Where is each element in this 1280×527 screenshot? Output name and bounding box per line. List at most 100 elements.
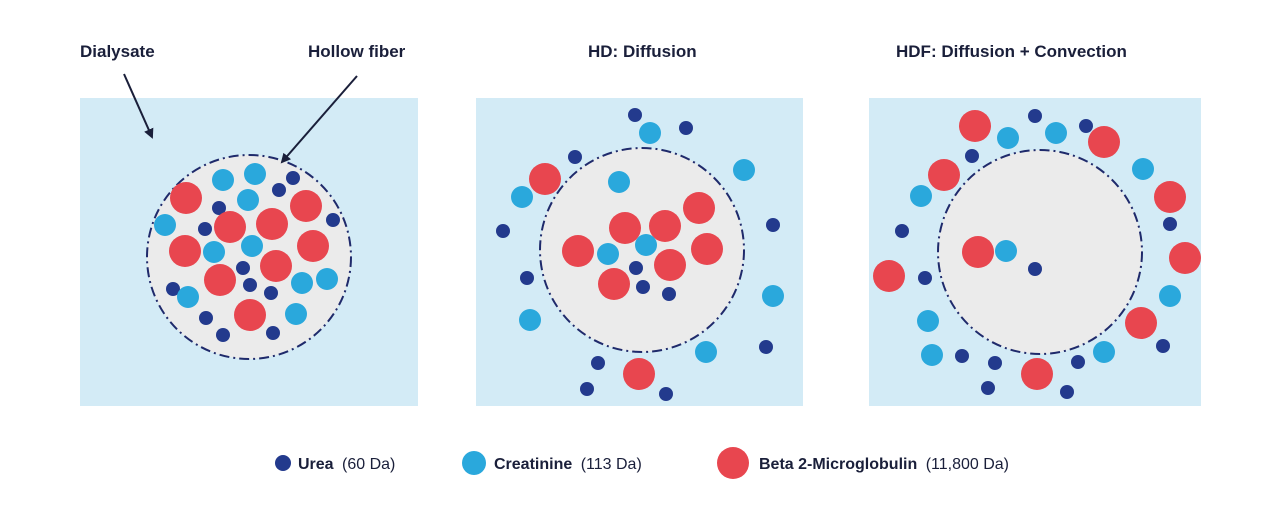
creatinine-molecule	[635, 234, 657, 256]
creatinine-molecule	[244, 163, 266, 185]
beta2-microglobulin-molecule	[562, 235, 594, 267]
beta2-microglobulin-molecule	[683, 192, 715, 224]
beta2-microglobulin-molecule	[959, 110, 991, 142]
urea-molecule	[628, 108, 642, 122]
beta2-microglobulin-molecule	[649, 210, 681, 242]
molecules-hdf-diffusion-convection	[873, 109, 1201, 399]
urea-molecule	[1079, 119, 1093, 133]
urea-molecule	[955, 349, 969, 363]
creatinine-molecule	[519, 309, 541, 331]
urea-molecule	[629, 261, 643, 275]
urea-molecule	[1156, 339, 1170, 353]
urea-molecule	[216, 328, 230, 342]
creatinine-molecule	[212, 169, 234, 191]
urea-molecule	[766, 218, 780, 232]
molecules-fiber-at-rest	[154, 163, 340, 342]
urea-molecule	[286, 171, 300, 185]
beta2-microglobulin-molecule	[928, 159, 960, 191]
beta2-microglobulin-molecule	[873, 260, 905, 292]
legend-urea-name: Urea	[298, 456, 334, 473]
creatinine-molecule	[1045, 122, 1067, 144]
creatinine-molecule	[733, 159, 755, 181]
beta2-microglobulin-molecule	[234, 299, 266, 331]
legend-urea-weight: (60 Da)	[342, 456, 395, 473]
beta2-microglobulin-molecule	[297, 230, 329, 262]
urea-molecule	[1163, 217, 1177, 231]
urea-molecule	[636, 280, 650, 294]
creatinine-molecule	[511, 186, 533, 208]
beta2-microglobulin-molecule	[609, 212, 641, 244]
legend-urea-label: Urea (60 Da)	[298, 456, 395, 473]
urea-molecule	[198, 222, 212, 236]
beta2-microglobulin-molecule	[529, 163, 561, 195]
urea-molecule	[236, 261, 250, 275]
beta2-microglobulin-molecule	[204, 264, 236, 296]
urea-molecule	[580, 382, 594, 396]
panel-hd-diffusion	[476, 98, 803, 406]
urea-molecule	[1028, 262, 1042, 276]
creatinine-molecule	[1159, 285, 1181, 307]
beta2-microglobulin-molecule	[170, 182, 202, 214]
urea-molecule	[243, 278, 257, 292]
urea-molecule	[679, 121, 693, 135]
dialysate-label: Dialysate	[80, 42, 155, 61]
urea-molecule	[568, 150, 582, 164]
beta2-microglobulin-molecule	[598, 268, 630, 300]
creatinine-molecule	[241, 235, 263, 257]
creatinine-molecule	[695, 341, 717, 363]
beta2-microglobulin-molecule	[256, 208, 288, 240]
creatinine-molecule	[997, 127, 1019, 149]
creatinine-molecule	[762, 285, 784, 307]
urea-molecule	[659, 387, 673, 401]
beta2-microglobulin-molecule	[169, 235, 201, 267]
urea-molecule	[1060, 385, 1074, 399]
creatinine-molecule	[291, 272, 313, 294]
legend-beta2-weight: (11,800 Da)	[926, 456, 1009, 473]
urea-molecule	[988, 356, 1002, 370]
legend-beta2-label: Beta 2-Microglobulin (11,800 Da)	[759, 456, 1009, 473]
beta2-microglobulin-molecule	[654, 249, 686, 281]
creatinine-molecule	[203, 241, 225, 263]
urea-molecule	[496, 224, 510, 238]
creatinine-molecule	[910, 185, 932, 207]
hd-diffusion-title: HD: Diffusion	[588, 42, 697, 61]
urea-molecule	[266, 326, 280, 340]
creatinine-molecule	[921, 344, 943, 366]
creatinine-molecule	[597, 243, 619, 265]
hdf-title: HDF: Diffusion + Convection	[896, 42, 1127, 61]
urea-molecule	[166, 282, 180, 296]
beta2-microglobulin-molecule	[1169, 242, 1201, 274]
beta2-microglobulin-molecule	[1088, 126, 1120, 158]
creatinine-molecule	[1132, 158, 1154, 180]
legend-urea-marker	[275, 455, 291, 471]
urea-molecule	[662, 287, 676, 301]
creatinine-molecule	[639, 122, 661, 144]
beta2-microglobulin-molecule	[1125, 307, 1157, 339]
urea-molecule	[272, 183, 286, 197]
hollow-fiber-label: Hollow fiber	[308, 42, 406, 61]
urea-molecule	[264, 286, 278, 300]
legend-creatinine-name: Creatinine	[494, 456, 572, 473]
beta2-microglobulin-molecule	[214, 211, 246, 243]
beta2-microglobulin-molecule	[691, 233, 723, 265]
beta2-microglobulin-molecule	[962, 236, 994, 268]
legend-creatinine-marker	[462, 451, 486, 475]
urea-molecule	[895, 224, 909, 238]
urea-molecule	[520, 271, 534, 285]
hollow-fiber	[937, 149, 1143, 355]
urea-molecule	[212, 201, 226, 215]
urea-molecule	[326, 213, 340, 227]
legend-beta2-name: Beta 2-Microglobulin	[759, 456, 917, 473]
hollow-fiber-arrow	[280, 75, 358, 164]
creatinine-molecule	[917, 310, 939, 332]
creatinine-molecule	[154, 214, 176, 236]
creatinine-molecule	[177, 286, 199, 308]
creatinine-molecule	[316, 268, 338, 290]
urea-molecule	[965, 149, 979, 163]
legend-creatinine-weight: (113 Da)	[581, 456, 642, 473]
creatinine-molecule	[995, 240, 1017, 262]
panel-fiber-at-rest	[80, 98, 418, 406]
beta2-microglobulin-molecule	[260, 250, 292, 282]
legend-creatinine-label: Creatinine (113 Da)	[494, 456, 642, 473]
